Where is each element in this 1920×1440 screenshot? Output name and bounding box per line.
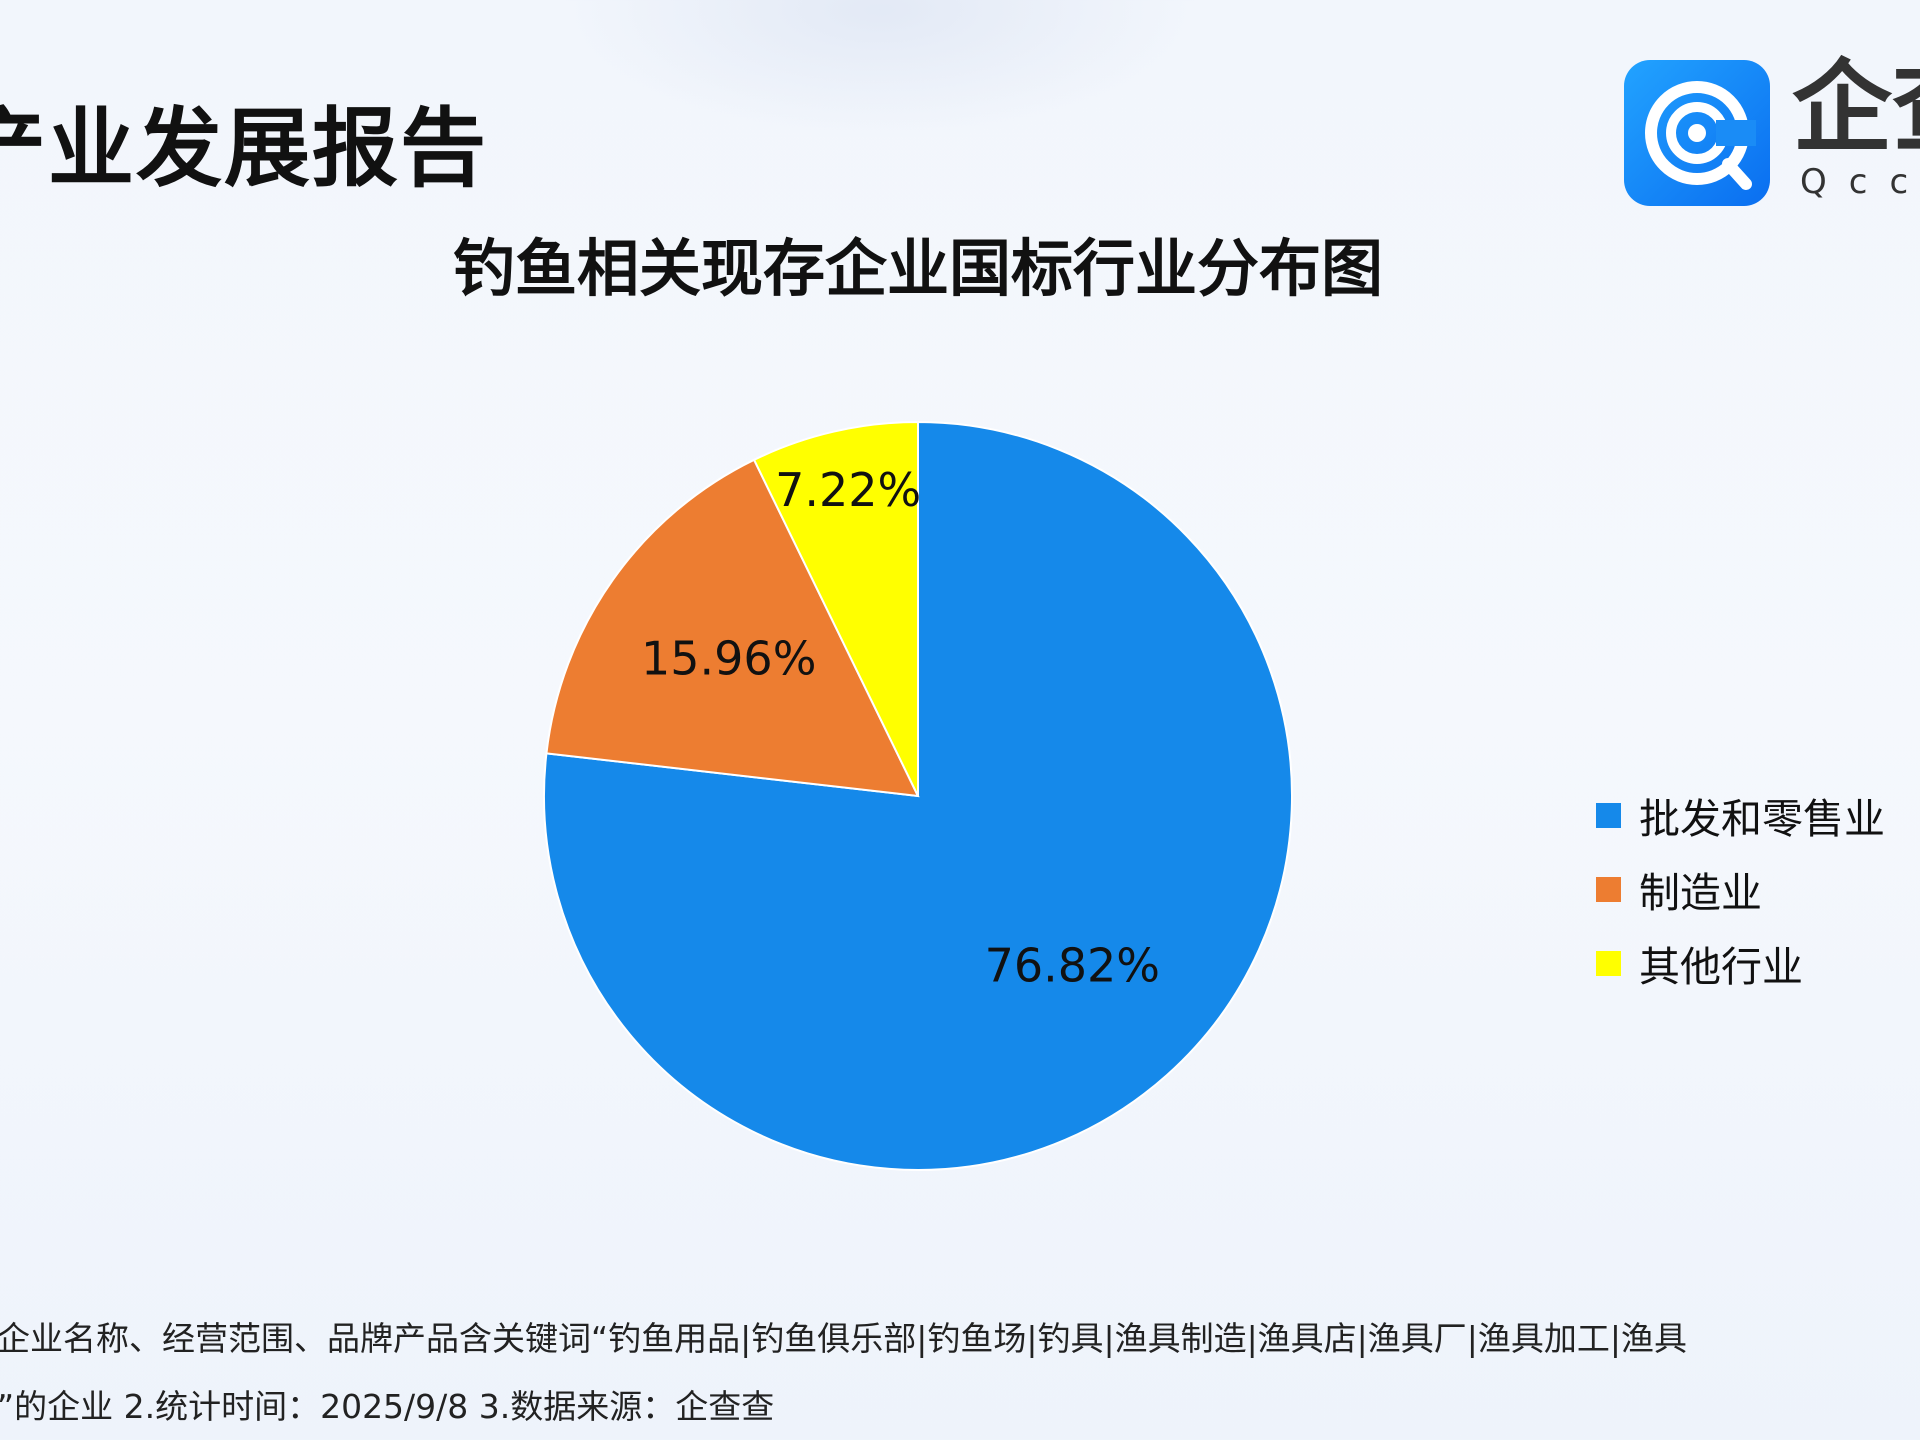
logo-text: 企查	[1792, 49, 1920, 166]
pie-slice-manufacturing	[545, 458, 920, 798]
chart-title: 钓鱼相关现存企业国标行业分布图	[452, 232, 1383, 305]
legend-label: 批发和零售业	[1639, 795, 1885, 843]
footnote-line-2: 具”的企业 2.统计时间：2025/9/8 3.数据来源：企查查	[0, 1387, 775, 1426]
legend: 批发和零售业 制造业 其他行业	[1596, 778, 1885, 1000]
legend-item-manufacturing: 制造业	[1596, 852, 1885, 926]
legend-item-wholesale-retail: 批发和零售业	[1596, 778, 1885, 852]
legend-swatch	[1596, 950, 1621, 976]
pie-data-label: 15.96%	[641, 632, 816, 686]
qcc-logo-icon	[1624, 60, 1770, 206]
legend-item-other-industries: 其他行业	[1596, 926, 1885, 1000]
pie-data-label: 7.22%	[775, 463, 921, 517]
pie-data-label: 76.82%	[985, 939, 1160, 993]
logo-subtext: Qcc	[1800, 162, 1920, 202]
legend-label: 制造业	[1639, 869, 1762, 917]
legend-swatch	[1596, 802, 1621, 828]
legend-swatch	[1596, 876, 1621, 902]
legend-label: 其他行业	[1639, 943, 1803, 991]
pie-slice-other-industries	[752, 420, 919, 797]
report-title: 产业发展报告	[0, 99, 488, 199]
footnote-line-1: 计企业名称、经营范围、品牌产品含关键词“钓鱼用品|钓鱼俱乐部|钓鱼场|钓具|渔具…	[0, 1319, 1688, 1358]
